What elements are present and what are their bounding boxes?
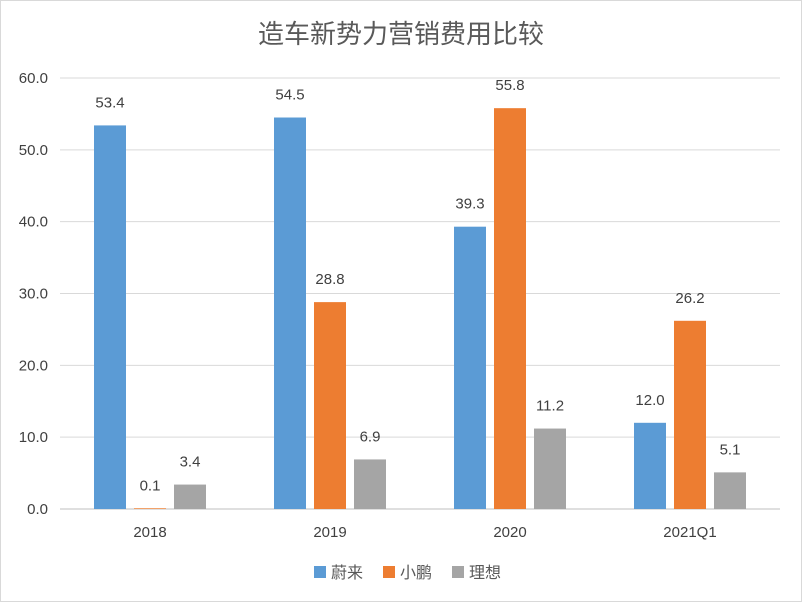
chart-title: 造车新势力营销费用比较	[258, 20, 544, 50]
y-axis-ticks: 0.0 10.0 20.0 30.0 40.0 50.0 60.0	[19, 70, 48, 518]
legend-swatch	[452, 566, 464, 578]
data-label: 54.5	[275, 87, 304, 104]
bars	[94, 108, 746, 510]
y-tick-label: 20.0	[19, 357, 48, 374]
y-tick-label: 10.0	[19, 429, 48, 446]
legend-label: 小鹏	[400, 563, 432, 582]
x-tick-label: 2021Q1	[663, 524, 716, 541]
data-label: 3.4	[180, 454, 201, 471]
legend: 蔚来 小鹏 理想	[314, 563, 501, 582]
bar-理想-2018	[174, 484, 206, 509]
legend-label: 蔚来	[331, 563, 363, 582]
data-label: 28.8	[315, 271, 344, 288]
legend-swatch	[314, 566, 326, 578]
legend-swatch	[383, 566, 395, 578]
bar-理想-2021Q1	[714, 472, 746, 509]
bar-蔚来-2019	[274, 117, 306, 509]
bar-理想-2019	[354, 459, 386, 509]
data-label: 0.1	[140, 477, 161, 494]
x-tick-label: 2019	[313, 524, 346, 541]
y-tick-label: 50.0	[19, 142, 48, 159]
y-tick-label: 60.0	[19, 70, 48, 87]
y-tick-label: 30.0	[19, 286, 48, 303]
bar-蔚来-2020	[454, 226, 486, 509]
bar-理想-2020	[534, 428, 566, 509]
data-label: 55.8	[495, 77, 524, 94]
bar-小鹏-2018	[134, 508, 166, 509]
x-axis-ticks: 2018 2019 2020 2021Q1	[133, 524, 716, 541]
bar-小鹏-2019	[314, 302, 346, 509]
data-label: 39.3	[455, 196, 484, 213]
gridlines	[60, 77, 780, 510]
x-tick-label: 2020	[493, 524, 526, 541]
data-label: 12.0	[635, 392, 664, 409]
x-tick-label: 2018	[133, 524, 166, 541]
data-label: 53.4	[95, 94, 124, 111]
data-label: 6.9	[360, 428, 381, 445]
bar-小鹏-2021Q1	[674, 320, 706, 509]
bar-小鹏-2020	[494, 108, 526, 510]
y-tick-label: 40.0	[19, 214, 48, 231]
y-tick-label: 0.0	[27, 501, 48, 518]
data-label: 11.2	[536, 398, 564, 415]
data-labels: 53.4 0.1 3.4 54.5 28.8 6.9 39.3 55.8 11.2 12.0 26.…	[95, 77, 740, 494]
legend-label: 理想	[469, 563, 501, 582]
bar-蔚来-2021Q1	[634, 422, 666, 509]
data-label: 26.2	[675, 290, 704, 307]
bar-蔚来-2018	[94, 125, 126, 509]
data-label: 5.1	[720, 441, 741, 458]
